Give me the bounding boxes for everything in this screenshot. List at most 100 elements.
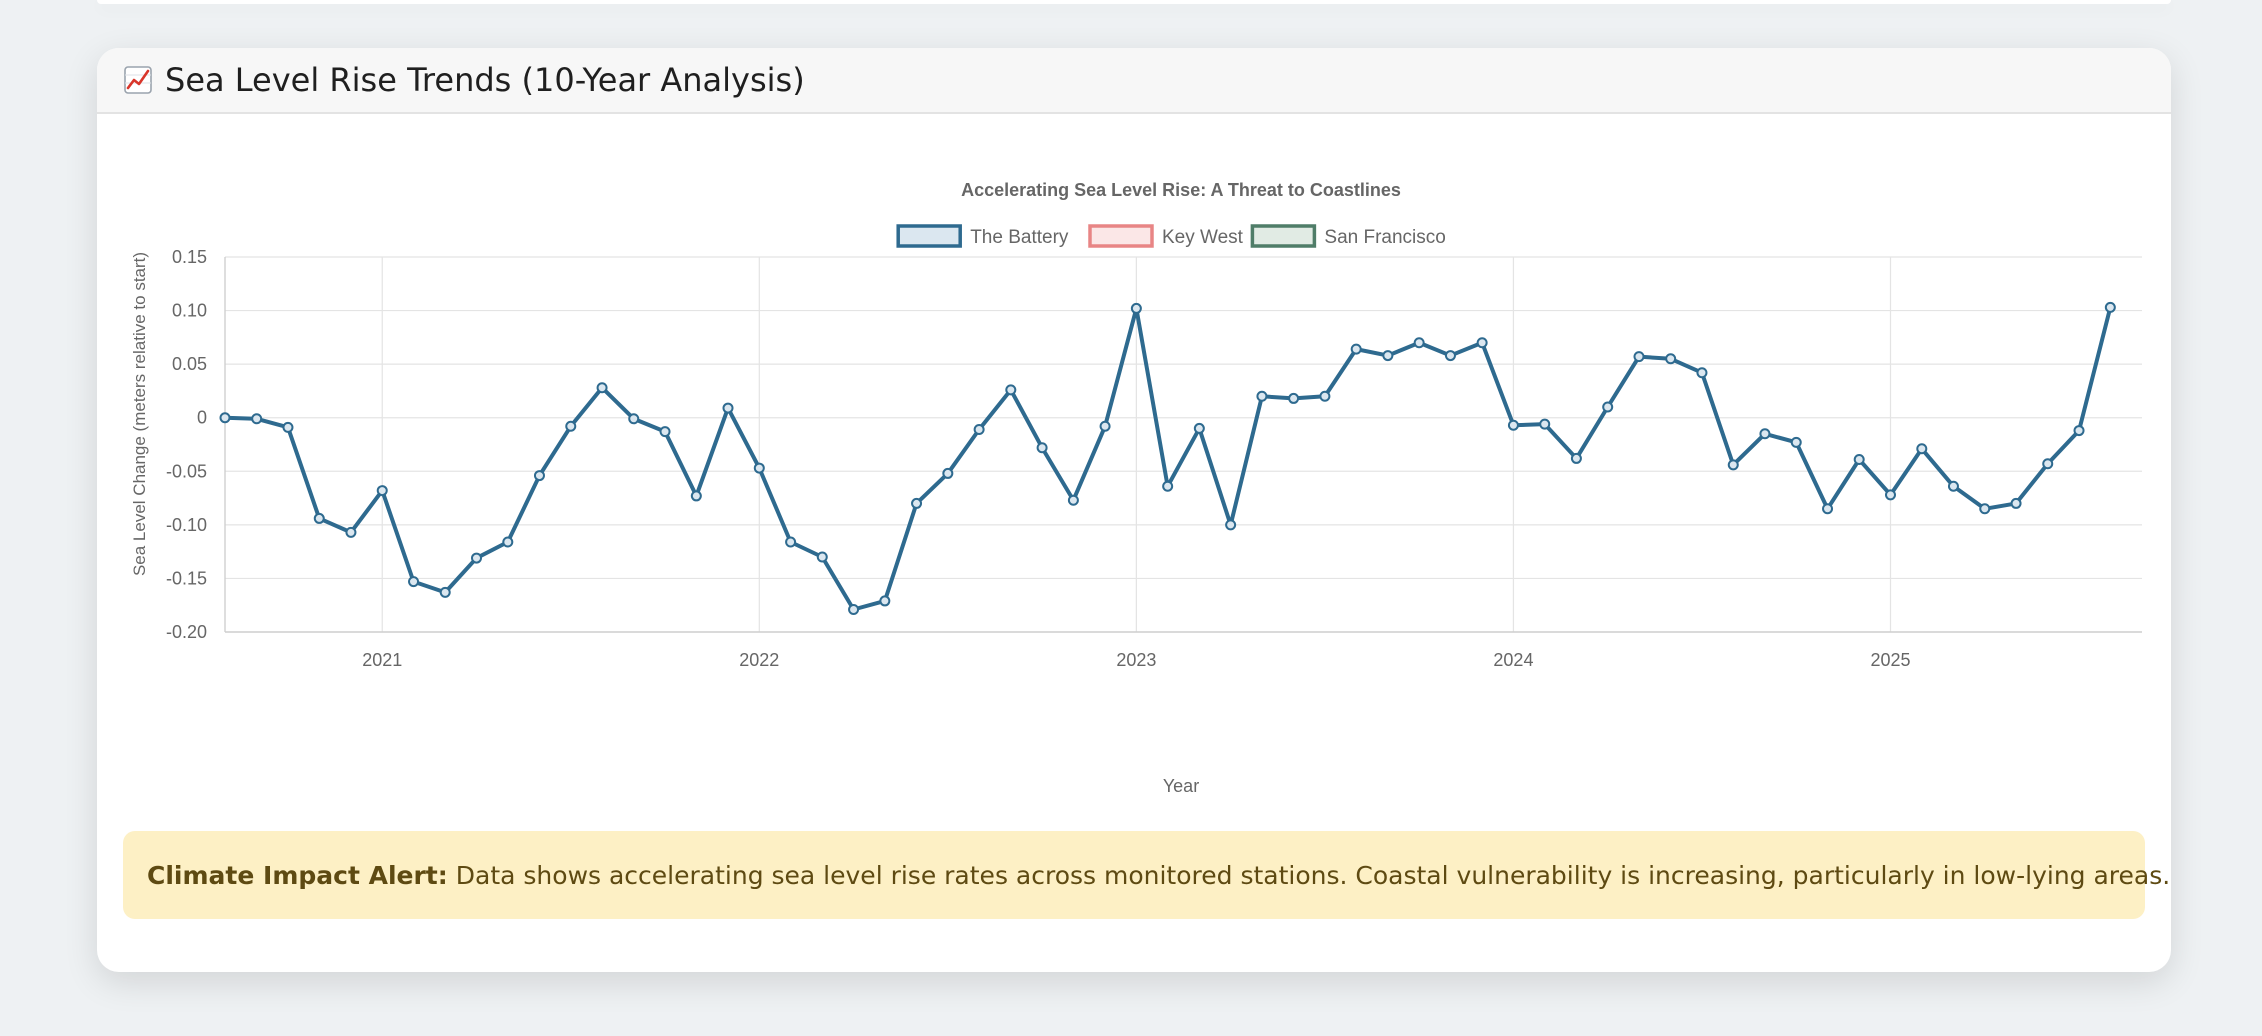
card-title: Sea Level Rise Trends (10-Year Analysis) [165, 61, 805, 99]
legend-item[interactable]: San Francisco [1250, 224, 1446, 248]
data-point[interactable] [345, 526, 357, 538]
y-axis-label: Sea Level Change (meters relative to sta… [130, 252, 149, 576]
y-tick-label: -0.15 [166, 568, 207, 588]
y-tick-label: 0.10 [172, 301, 207, 321]
x-tick-label: 2025 [1870, 650, 1910, 670]
data-point[interactable] [690, 490, 702, 502]
data-point[interactable] [1256, 390, 1268, 402]
data-point[interactable] [1444, 350, 1456, 362]
data-point[interactable] [911, 497, 923, 509]
data-point[interactable] [942, 467, 954, 479]
data-point[interactable] [2104, 301, 2116, 313]
climate-alert: Climate Impact Alert: Data shows acceler… [123, 831, 2170, 919]
data-point[interactable] [1759, 428, 1771, 440]
data-point[interactable] [1382, 350, 1394, 362]
data-point[interactable] [1350, 343, 1362, 355]
data-point[interactable] [313, 512, 325, 524]
data-point[interactable] [1476, 337, 1488, 349]
data-point[interactable] [722, 402, 734, 414]
data-point[interactable] [1099, 420, 1111, 432]
sea-level-card: Sea Level Rise Trends (10-Year Analysis)… [97, 48, 2171, 972]
chart-axes: 0.15 0.10 0.05 0 -0.05 -0.10 -0.15 -0.20 2021 202… [166, 247, 2142, 670]
data-point[interactable] [1979, 503, 1991, 515]
data-point[interactable] [1288, 392, 1300, 404]
data-point[interactable] [219, 412, 231, 424]
data-point[interactable] [1853, 454, 1865, 465]
data-point[interactable] [628, 413, 640, 425]
data-point[interactable] [1665, 353, 1677, 365]
x-axis-label: Year [1163, 776, 1199, 796]
x-tick-label: 2022 [739, 650, 779, 670]
chart-legend: The Battery Key West San Francisco [896, 224, 1446, 248]
data-point[interactable] [251, 413, 263, 425]
data-point[interactable] [1822, 503, 1834, 515]
y-tick-label: -0.05 [166, 461, 207, 481]
data-point[interactable] [973, 424, 985, 435]
data-point[interactable] [1539, 418, 1551, 430]
chart-increasing-icon [124, 66, 152, 94]
alert-text: Data shows accelerating sea level rise r… [455, 860, 2171, 890]
data-point[interactable] [439, 586, 451, 598]
legend-label: San Francisco [1324, 227, 1445, 248]
x-tick-label: 2021 [362, 650, 402, 670]
y-tick-label: -0.10 [166, 515, 207, 535]
data-point[interactable] [1005, 384, 1017, 396]
data-point[interactable] [2073, 425, 2085, 437]
data-point[interactable] [408, 576, 420, 588]
previous-card-edge [97, 0, 2171, 4]
data-point[interactable] [1162, 480, 1174, 492]
data-point[interactable] [1319, 390, 1331, 402]
data-point[interactable] [848, 604, 860, 615]
data-point[interactable] [1507, 419, 1519, 431]
alert-label: Climate Impact Alert: [147, 860, 448, 890]
data-point[interactable] [471, 552, 483, 564]
data-point[interactable] [1067, 494, 1079, 506]
legend-label: Key West [1162, 227, 1244, 248]
data-point[interactable] [282, 421, 294, 433]
data-point[interactable] [565, 420, 577, 432]
data-point[interactable] [376, 485, 388, 497]
x-tick-label: 2024 [1493, 650, 1533, 670]
data-point[interactable] [1727, 459, 1739, 471]
legend-label: The Battery [970, 227, 1069, 248]
data-point[interactable] [533, 470, 545, 482]
data-point[interactable] [1570, 452, 1582, 464]
data-point[interactable] [1790, 436, 1802, 448]
chart-grid [225, 256, 2142, 633]
y-tick-label: 0.05 [172, 354, 207, 374]
x-tick-label: 2023 [1116, 650, 1156, 670]
data-point[interactable] [1916, 443, 1928, 455]
series-line [223, 305, 2113, 612]
data-point[interactable] [1130, 302, 1142, 314]
data-point[interactable] [2042, 458, 2054, 470]
y-tick-label: 0.15 [172, 247, 207, 267]
legend-item[interactable]: Key West [1088, 224, 1244, 248]
legend-swatch [896, 224, 962, 248]
legend-swatch [1250, 224, 1317, 248]
data-point[interactable] [2010, 497, 2022, 509]
chart-title: Accelerating Sea Level Rise: A Threat to… [961, 180, 1401, 200]
data-point[interactable] [785, 536, 797, 548]
chart-container: Accelerating Sea Level Rise: A Threat to… [97, 114, 2171, 844]
data-point[interactable] [1413, 337, 1425, 349]
legend-item[interactable]: The Battery [896, 224, 1069, 248]
data-point[interactable] [1633, 351, 1645, 363]
data-point[interactable] [1602, 401, 1614, 413]
data-point[interactable] [753, 462, 765, 474]
data-point[interactable] [1947, 480, 1959, 492]
data-point[interactable] [1884, 489, 1896, 501]
data-point[interactable] [1193, 422, 1205, 434]
data-point[interactable] [1225, 519, 1237, 531]
y-tick-label: -0.20 [166, 622, 207, 642]
data-point[interactable] [1036, 442, 1048, 454]
data-point[interactable] [596, 382, 608, 394]
chart-series [219, 301, 2116, 615]
data-point[interactable] [502, 536, 514, 548]
data-point[interactable] [816, 551, 828, 563]
legend-swatch [1088, 224, 1154, 248]
sea-level-chart: Accelerating Sea Level Rise: A Threat to… [130, 180, 2142, 796]
data-point[interactable] [879, 595, 891, 607]
data-point[interactable] [1696, 367, 1708, 379]
y-tick-label: 0 [197, 408, 207, 428]
data-point[interactable] [659, 426, 671, 438]
